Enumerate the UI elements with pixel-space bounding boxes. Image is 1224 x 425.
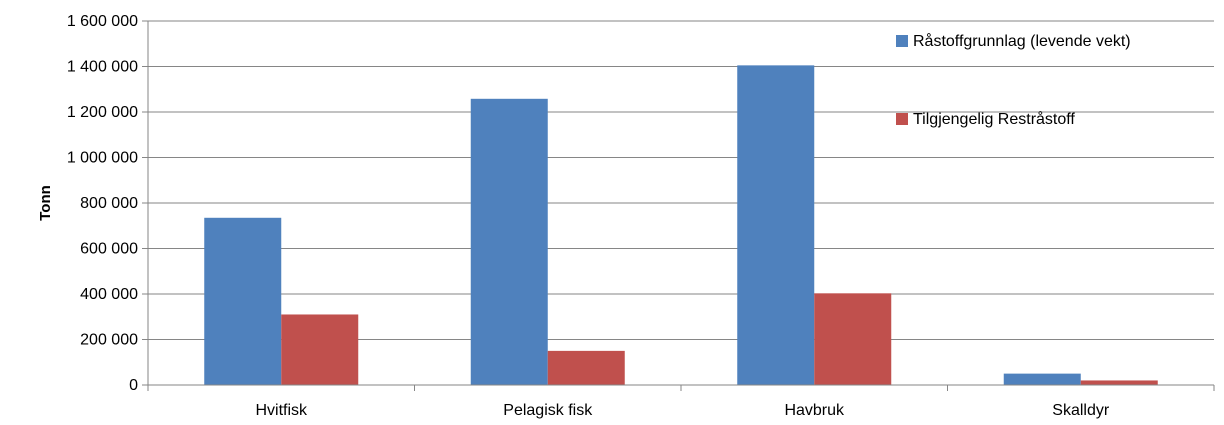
y-tick-labels: 0 200 000 400 000 600 000 800 000 1 000 000 1 … — [67, 13, 138, 394]
bar — [470, 98, 548, 386]
legend-swatch — [896, 113, 908, 125]
bar — [1003, 373, 1081, 385]
x-category-label: Pelagisk fisk — [503, 402, 593, 419]
legend-label: Råstoffgrunnlag (levende vekt) — [913, 32, 1131, 50]
bar — [1080, 380, 1158, 385]
x-category-label: Hvitfisk — [255, 402, 308, 419]
gridlines — [148, 20, 1214, 340]
y-tick-label: 800 000 — [80, 195, 138, 212]
y-tick-label: 1 400 000 — [67, 59, 138, 76]
y-tick-label: 1 200 000 — [67, 104, 138, 121]
x-category-label: Skalldyr — [1052, 402, 1110, 419]
bar — [814, 293, 892, 385]
y-tick-label: 600 000 — [80, 241, 138, 258]
y-axis-title: Tonn — [37, 185, 54, 221]
bar — [737, 65, 815, 386]
legend: Råstoffgrunnlag (levende vekt) Tilgjengel… — [896, 32, 1131, 128]
bar — [204, 217, 282, 385]
legend-swatch — [896, 35, 908, 47]
x-category-labels: Hvitfisk Pelagisk fisk Havbruk Skalldyr — [255, 402, 1109, 419]
x-category-label: Havbruk — [784, 402, 845, 419]
y-tick-label: 0 — [129, 377, 138, 394]
y-tick-label: 1 000 000 — [67, 150, 138, 167]
y-tick-label: 400 000 — [80, 286, 138, 303]
axes — [142, 20, 1215, 391]
y-tick-label: 1 600 000 — [67, 13, 138, 30]
bar — [281, 314, 359, 385]
legend-label: Tilgjengelig Restråstoff — [913, 110, 1075, 128]
bar — [547, 350, 625, 385]
bars — [204, 65, 1158, 386]
y-tick-label: 200 000 — [80, 332, 138, 349]
